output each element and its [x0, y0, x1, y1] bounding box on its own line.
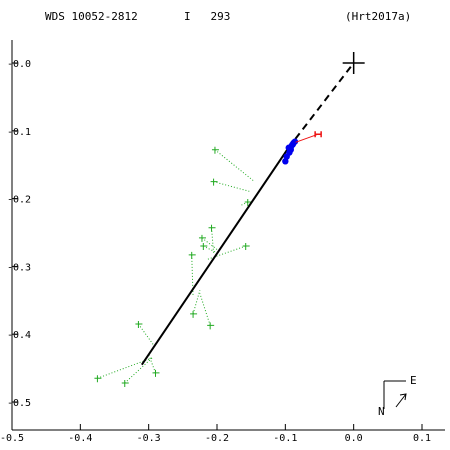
compass-east-label: E [410, 374, 417, 387]
y-tick-label: -0.2 [7, 195, 31, 206]
plot-frame [11, 40, 445, 431]
orbit-lines [141, 62, 355, 366]
compass-arrow-shaft [395, 393, 407, 408]
green-observation-point [211, 146, 219, 154]
x-tick-label: 0.0 [345, 433, 363, 444]
red-residual-line [295, 133, 319, 143]
green-residual-line [201, 237, 218, 250]
green-residual-line [199, 293, 211, 326]
y-tick-label: -0.3 [7, 262, 31, 273]
green-observation-point [198, 234, 206, 242]
green-observation-point [200, 243, 208, 251]
green-residual-line [213, 181, 252, 193]
x-tick-label: -0.5 [0, 433, 24, 444]
green-observation-point [152, 369, 160, 377]
orbit-solid-line [141, 147, 289, 366]
green-observation-point [207, 322, 215, 330]
red-observation [295, 131, 322, 143]
green-observation-point [94, 375, 102, 383]
green-residual-line [240, 201, 248, 206]
compass-arrow-head [399, 393, 407, 401]
y-tick-label: -0.1 [7, 127, 31, 138]
primary-star-marker [342, 52, 365, 74]
blue-observations [282, 138, 299, 165]
blue-observation-point [289, 141, 297, 148]
primary-star [342, 52, 365, 74]
orbit-dashed-line [287, 62, 355, 150]
axis-ticks: -0.5 -0.4 -0.3 -0.2 -0.1 0.0 0.1 -0.0 -0.1 -0.2 -0… [0, 59, 431, 444]
y-tick-label: -0.0 [7, 59, 31, 70]
x-tick-label: -0.1 [273, 433, 297, 444]
green-residual-line [203, 245, 218, 254]
green-residual-line [138, 323, 156, 349]
green-observation-point [188, 251, 196, 259]
x-tick-label: -0.3 [137, 433, 161, 444]
y-tick-label: -0.4 [7, 330, 31, 341]
green-residual-line [124, 357, 153, 384]
compass-north-label: N [378, 405, 385, 418]
green-observation-point [121, 380, 129, 388]
green-observation-point [190, 310, 198, 318]
green-residual-line [192, 289, 201, 314]
green-observation-point [244, 198, 252, 206]
header-left: WDS 10052-2812 [45, 10, 138, 23]
x-tick-label: -0.4 [68, 433, 92, 444]
green-residual-line [211, 227, 215, 253]
header-right: (Hrt2017a) [345, 10, 411, 23]
header-mid: I 293 [184, 10, 230, 23]
y-tick-label: -0.5 [7, 398, 31, 409]
green-observation-point [242, 243, 250, 251]
green-residual-line [214, 149, 255, 183]
green-residual-line [206, 245, 246, 261]
compass: E N [378, 374, 417, 418]
red-observation-point [314, 131, 322, 138]
green-residual-line [148, 354, 156, 374]
green-observations [94, 146, 255, 388]
green-observation-point [208, 224, 216, 232]
green-observation-point [135, 321, 143, 329]
green-residual-line [191, 254, 194, 297]
green-observation-point [210, 178, 218, 186]
x-tick-label: -0.2 [205, 433, 229, 444]
x-tick-label: 0.1 [413, 433, 431, 444]
